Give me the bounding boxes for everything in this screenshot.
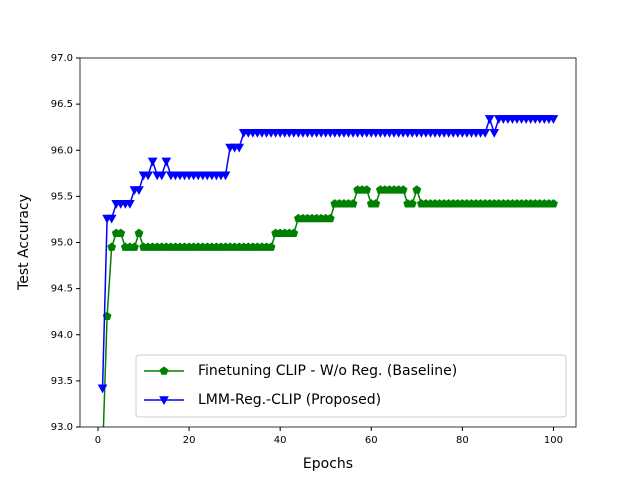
y-tick-label: 94.0 [51,330,73,341]
point-marker [143,171,153,181]
legend-marker [159,396,169,406]
legend-label: LMM-Reg.-CLIP (Proposed) [198,392,381,408]
point-marker [548,115,559,124]
plot-area [97,115,559,458]
y-tick-label: 93.0 [51,422,73,433]
y-tick-label: 94.5 [51,284,73,295]
x-tick-label: 100 [544,435,563,446]
point-marker [407,199,417,208]
point-marker [266,242,276,251]
point-marker [147,157,158,167]
y-tick-label: 96.5 [51,99,73,110]
x-tick-label: 60 [365,435,378,446]
y-tick-label: 93.5 [51,376,73,387]
x-axis-label: Epochs [303,456,353,472]
point-marker [161,157,172,167]
point-marker [116,228,126,238]
point-marker [134,228,144,238]
point-marker [480,129,490,138]
point-marker [549,199,558,208]
x-tick-label: 40 [274,435,287,446]
x-tick-label: 80 [456,435,469,446]
point-marker [362,185,372,194]
y-axis-label: Test Accuracy [16,194,32,291]
point-marker [348,199,358,208]
point-marker [484,115,495,124]
point-marker [156,171,167,181]
legend-box [135,354,567,418]
point-marker [234,143,245,153]
legend-label: Finetuning CLIP - W/o Reg. (Baseline) [198,363,457,379]
legend-marker [159,366,169,375]
point-marker [130,242,139,251]
point-marker [412,185,422,194]
x-tick-label: 0 [95,435,101,446]
x-tick-label: 20 [183,435,196,446]
point-marker [97,384,108,394]
point-marker [325,213,335,223]
point-marker [220,171,231,181]
y-tick-label: 96.0 [51,145,73,156]
plot-frame [79,57,577,428]
y-tick-label: 97.0 [51,53,73,64]
point-marker [289,228,299,238]
point-marker [371,199,381,208]
point-marker [106,214,117,224]
y-tick-label: 95.5 [51,191,73,202]
point-marker [134,186,144,195]
point-marker [99,451,107,458]
point-marker [107,242,117,251]
point-marker [489,129,500,138]
point-marker [398,185,408,194]
point-marker [125,200,135,209]
y-tick-label: 95.0 [51,238,73,249]
